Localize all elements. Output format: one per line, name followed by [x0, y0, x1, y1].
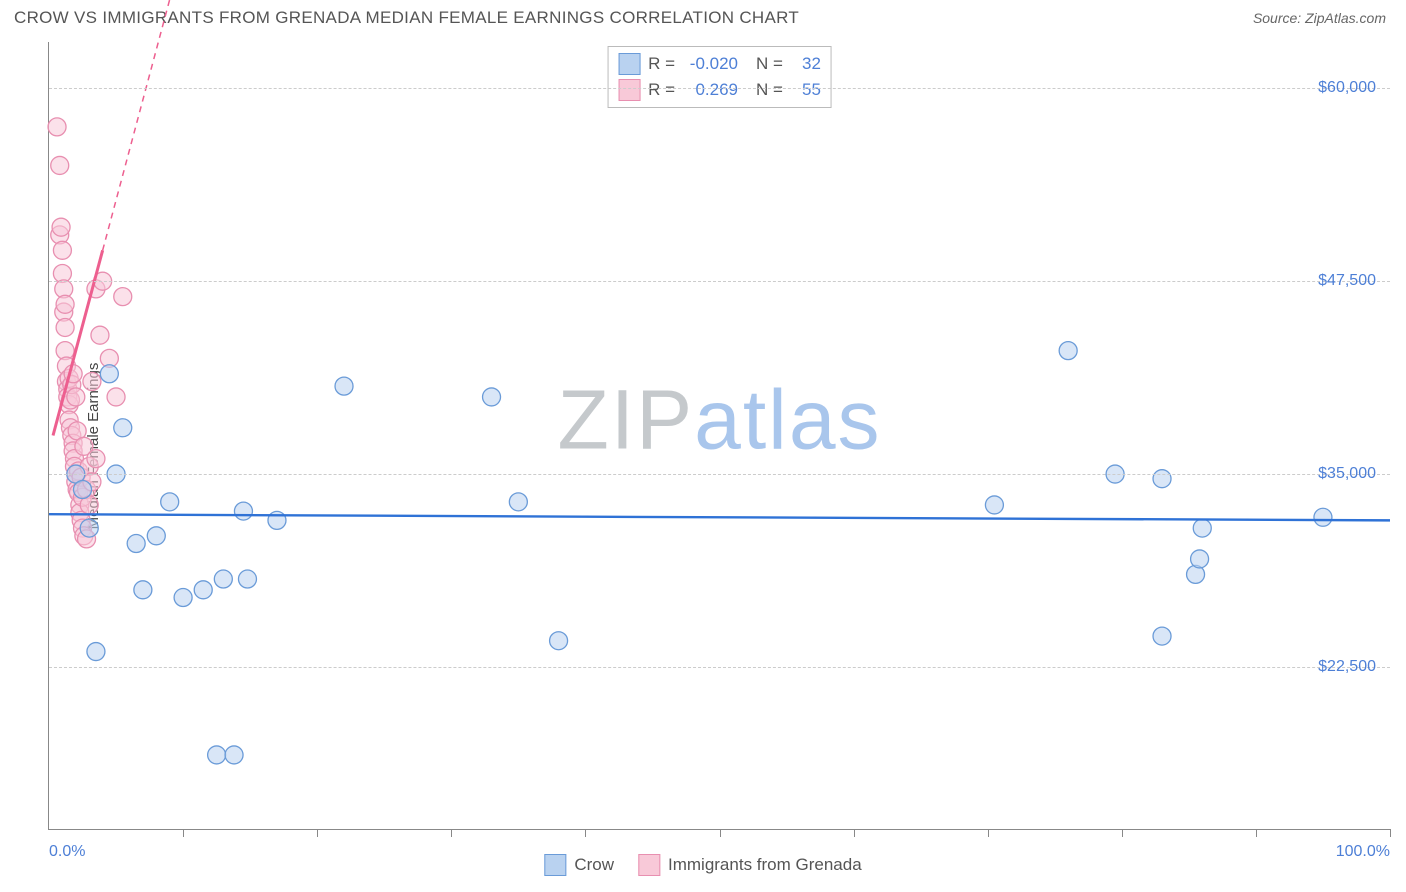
y-tick-label: $22,500 — [1318, 658, 1376, 676]
chart-plot-area: ZIPatlas R = -0.020 N = 32 R = 0.269 N =… — [48, 42, 1390, 830]
legend-swatch-crow — [544, 854, 566, 876]
n-value-1: 32 — [791, 54, 821, 74]
scatter-svg — [49, 42, 1390, 829]
y-tick-label: $47,500 — [1318, 272, 1376, 290]
legend-bottom: Crow Immigrants from Grenada — [544, 854, 861, 876]
chart-source: Source: ZipAtlas.com — [1253, 10, 1386, 26]
legend-swatch-grenada — [638, 854, 660, 876]
x-axis-max-label: 100.0% — [1336, 843, 1390, 861]
legend-item-grenada: Immigrants from Grenada — [638, 854, 862, 876]
r-value-1: -0.020 — [683, 54, 738, 74]
legend-label-grenada: Immigrants from Grenada — [668, 855, 862, 875]
legend-item-crow: Crow — [544, 854, 614, 876]
legend-label-crow: Crow — [574, 855, 614, 875]
n-label: N = — [756, 54, 783, 74]
r-value-2: 0.269 — [683, 80, 738, 100]
legend-stats-row-2: R = 0.269 N = 55 — [618, 77, 821, 103]
y-tick-label: $35,000 — [1318, 465, 1376, 483]
x-axis-min-label: 0.0% — [49, 843, 85, 861]
legend-stats: R = -0.020 N = 32 R = 0.269 N = 55 — [607, 46, 832, 108]
n-label: N = — [756, 80, 783, 100]
r-label: R = — [648, 80, 675, 100]
y-tick-label: $60,000 — [1318, 79, 1376, 97]
chart-title: CROW VS IMMIGRANTS FROM GRENADA MEDIAN F… — [14, 8, 799, 28]
r-label: R = — [648, 54, 675, 74]
legend-stats-row-1: R = -0.020 N = 32 — [618, 51, 821, 77]
legend-swatch-blue — [618, 53, 640, 75]
legend-swatch-pink — [618, 79, 640, 101]
n-value-2: 55 — [791, 80, 821, 100]
